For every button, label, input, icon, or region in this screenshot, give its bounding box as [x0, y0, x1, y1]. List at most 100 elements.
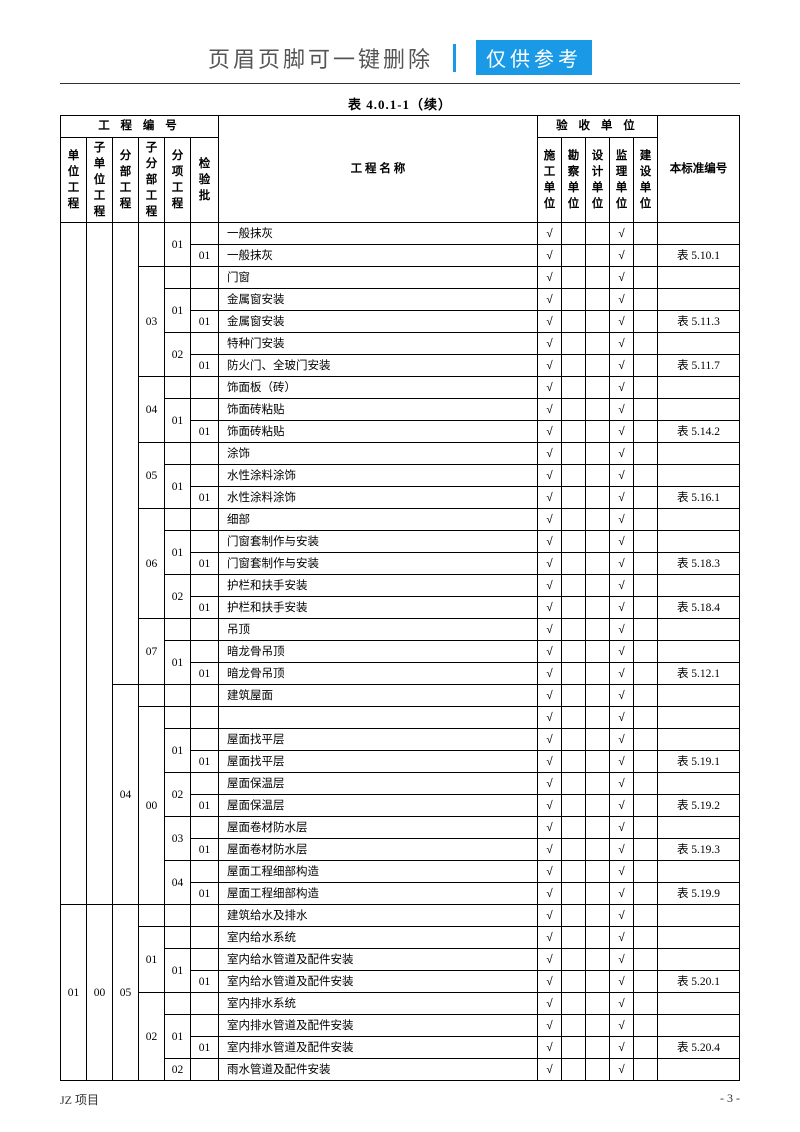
cell-name: 暗龙骨吊顶 [219, 663, 538, 685]
cell-unit-1: √ [537, 773, 561, 795]
cell-name: 室内给水系统 [219, 927, 538, 949]
cell-unit-4: √ [609, 311, 633, 333]
cell-std [658, 1015, 740, 1037]
cell-unit-5 [633, 553, 657, 575]
cell-c6: 01 [191, 311, 219, 333]
cell-unit-1: √ [537, 861, 561, 883]
cell-unit-3 [585, 729, 609, 751]
footer-right: - 3 - [720, 1091, 740, 1108]
cell-unit-2 [561, 267, 585, 289]
cell-c6: 01 [191, 597, 219, 619]
col-c1: 单位工程 [61, 138, 87, 223]
cell-unit-3 [585, 531, 609, 553]
cell-unit-2 [561, 707, 585, 729]
cell-std [658, 729, 740, 751]
cell-c4: 00 [139, 707, 165, 905]
cell-unit-4: √ [609, 245, 633, 267]
cell-unit-5 [633, 245, 657, 267]
cell-std [658, 993, 740, 1015]
cell-c6 [191, 685, 219, 707]
cell-unit-2 [561, 949, 585, 971]
cell-name: 屋面卷材防水层 [219, 839, 538, 861]
col-c3: 分部工程 [113, 138, 139, 223]
cell-std [658, 619, 740, 641]
cell-unit-3 [585, 465, 609, 487]
cell-c6: 01 [191, 971, 219, 993]
cell-unit-5 [633, 663, 657, 685]
cell-unit-3 [585, 355, 609, 377]
cell-c6: 01 [191, 487, 219, 509]
cell-unit-4: √ [609, 707, 633, 729]
main-table: 工 程 编 号 工 程 名 称 验 收 单 位 本标准编号 单位工程子单位工程分… [60, 115, 740, 1081]
cell-unit-4: √ [609, 355, 633, 377]
cell-std: 表 5.10.1 [658, 245, 740, 267]
col-u3: 设计单位 [585, 138, 609, 223]
table-row: 02室内排水系统√√ [61, 993, 740, 1015]
cell-name: 一般抹灰 [219, 223, 538, 245]
cell-unit-2 [561, 355, 585, 377]
cell-c6 [191, 531, 219, 553]
cell-unit-2 [561, 1015, 585, 1037]
cell-c6: 01 [191, 355, 219, 377]
cell-unit-1: √ [537, 553, 561, 575]
cell-unit-4: √ [609, 685, 633, 707]
cell-c5: 01 [165, 531, 191, 575]
cell-unit-2 [561, 663, 585, 685]
cell-unit-5 [633, 1015, 657, 1037]
cell-unit-1: √ [537, 949, 561, 971]
cell-std [658, 333, 740, 355]
cell-std: 表 5.20.4 [658, 1037, 740, 1059]
cell-c5: 03 [165, 817, 191, 861]
cell-std [658, 443, 740, 465]
cell-unit-2 [561, 1037, 585, 1059]
cell-std: 表 5.19.1 [658, 751, 740, 773]
table-row: 04饰面板（砖）√√ [61, 377, 740, 399]
cell-name: 饰面板（砖） [219, 377, 538, 399]
cell-c1: 01 [61, 905, 87, 1081]
cell-c6: 01 [191, 663, 219, 685]
cell-unit-4: √ [609, 817, 633, 839]
cell-c4: 01 [139, 927, 165, 993]
cell-c5: 01 [165, 729, 191, 773]
cell-std [658, 905, 740, 927]
cell-unit-5 [633, 531, 657, 553]
cell-unit-5 [633, 597, 657, 619]
cell-c4 [139, 905, 165, 927]
cell-c6 [191, 377, 219, 399]
cell-name: 金属窗安装 [219, 311, 538, 333]
cell-unit-3 [585, 1015, 609, 1037]
cell-name: 屋面保温层 [219, 773, 538, 795]
cell-std [658, 509, 740, 531]
cell-name: 饰面砖粘贴 [219, 399, 538, 421]
cell-unit-4: √ [609, 377, 633, 399]
cell-c6: 01 [191, 839, 219, 861]
cell-unit-4: √ [609, 465, 633, 487]
cell-unit-4: √ [609, 641, 633, 663]
cell-unit-4: √ [609, 1015, 633, 1037]
cell-c4: 05 [139, 443, 165, 509]
cell-unit-1: √ [537, 267, 561, 289]
cell-name: 室内排水系统 [219, 993, 538, 1015]
cell-unit-2 [561, 311, 585, 333]
cell-std [658, 465, 740, 487]
cell-unit-1: √ [537, 289, 561, 311]
cell-unit-3 [585, 443, 609, 465]
cell-c6: 01 [191, 553, 219, 575]
cell-unit-2 [561, 861, 585, 883]
col-std: 本标准编号 [658, 116, 740, 223]
cell-std [658, 575, 740, 597]
cell-unit-1: √ [537, 377, 561, 399]
cell-std: 表 5.12.1 [658, 663, 740, 685]
cell-unit-5 [633, 641, 657, 663]
cell-unit-1: √ [537, 993, 561, 1015]
cell-name: 水性涂料涂饰 [219, 465, 538, 487]
cell-c6 [191, 817, 219, 839]
cell-std: 表 5.14.2 [658, 421, 740, 443]
table-row: 04建筑屋面√√ [61, 685, 740, 707]
cell-unit-5 [633, 883, 657, 905]
cell-unit-1: √ [537, 1015, 561, 1037]
cell-unit-1: √ [537, 971, 561, 993]
cell-c6 [191, 575, 219, 597]
cell-name: 屋面保温层 [219, 795, 538, 817]
cell-name: 一般抹灰 [219, 245, 538, 267]
